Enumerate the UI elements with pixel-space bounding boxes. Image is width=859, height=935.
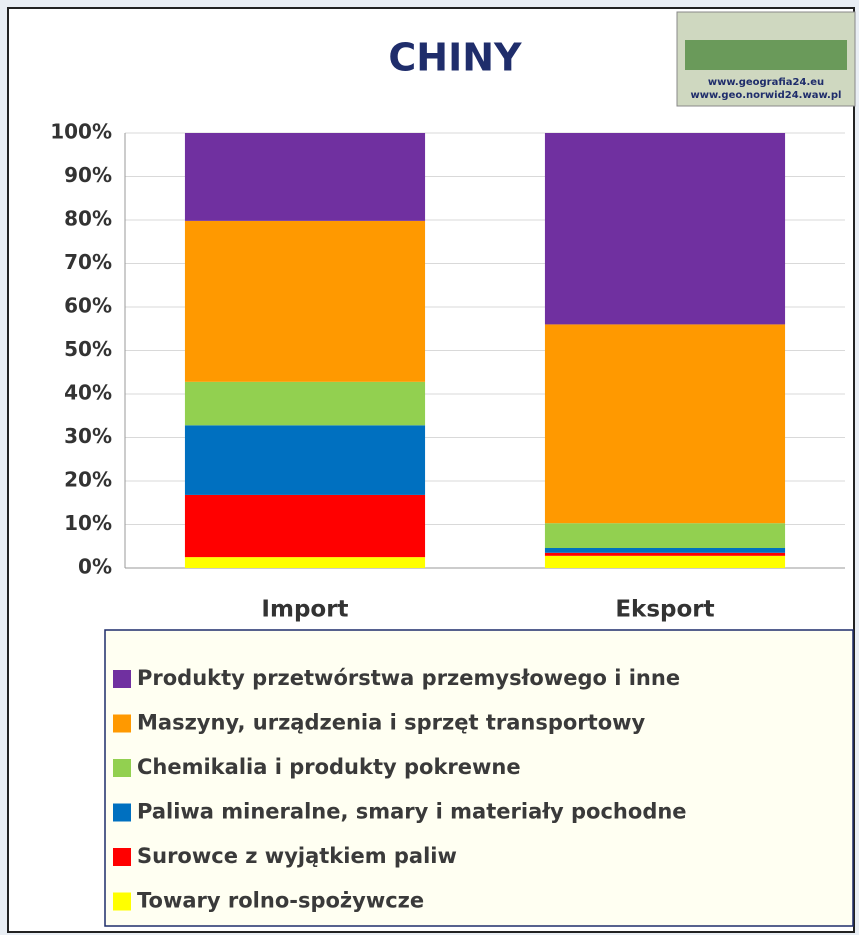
logo: www.geografia24.eu www.geo.norwid24.waw.… — [676, 11, 856, 107]
legend-swatch — [113, 803, 131, 822]
legend-label: Maszyny, urządzenia i sprzęt transportow… — [137, 711, 646, 735]
logo-text: www.geografia24.eu — [708, 77, 824, 88]
y-tick-label: 10% — [64, 511, 112, 535]
y-tick-label: 100% — [50, 120, 112, 144]
bar-segment — [544, 523, 786, 548]
bar-segment — [184, 133, 426, 221]
legend-label: Paliwa mineralne, smary i materiały poch… — [137, 800, 687, 824]
legend-swatch — [113, 759, 131, 777]
x-tick-label: Import — [261, 597, 348, 623]
y-tick-label: 90% — [64, 163, 112, 187]
legend-label: Towary rolno-spożywcze — [137, 889, 424, 913]
legend-swatch — [113, 848, 131, 866]
chart-title: CHINY — [388, 36, 522, 80]
legend-box — [104, 629, 854, 927]
y-tick-label: 30% — [64, 424, 112, 448]
legend-label: Surowce z wyjątkiem paliw — [137, 844, 457, 868]
bar-segment — [184, 425, 426, 495]
y-tick-label: 40% — [64, 381, 112, 405]
bar-segment — [544, 552, 786, 556]
legend-swatch — [113, 892, 131, 911]
x-tick-label: Eksport — [615, 597, 714, 623]
bar-segment — [184, 557, 426, 568]
legend-label: Produkty przetwórstwa przemysłowego i in… — [137, 666, 680, 690]
logo-image — [685, 40, 847, 70]
legend-label: Chemikalia i produkty pokrewne — [137, 755, 521, 779]
bar-segment — [544, 547, 786, 553]
y-tick-label: 80% — [64, 207, 112, 231]
bar-segment — [544, 555, 786, 568]
y-tick-label: 60% — [64, 294, 112, 318]
bar-segment — [184, 381, 426, 426]
logo-text: www.geo.norwid24.waw.pl — [691, 90, 842, 101]
y-tick-label: 0% — [78, 555, 112, 579]
bar-segment — [544, 133, 786, 325]
bar-segment — [184, 494, 426, 558]
legend-swatch — [113, 714, 131, 733]
y-tick-label: 20% — [64, 468, 112, 492]
bar-segment — [184, 220, 426, 382]
y-tick-label: 50% — [64, 337, 112, 361]
legend-swatch — [113, 670, 131, 688]
bar-segment — [544, 324, 786, 524]
y-tick-label: 70% — [64, 250, 112, 274]
